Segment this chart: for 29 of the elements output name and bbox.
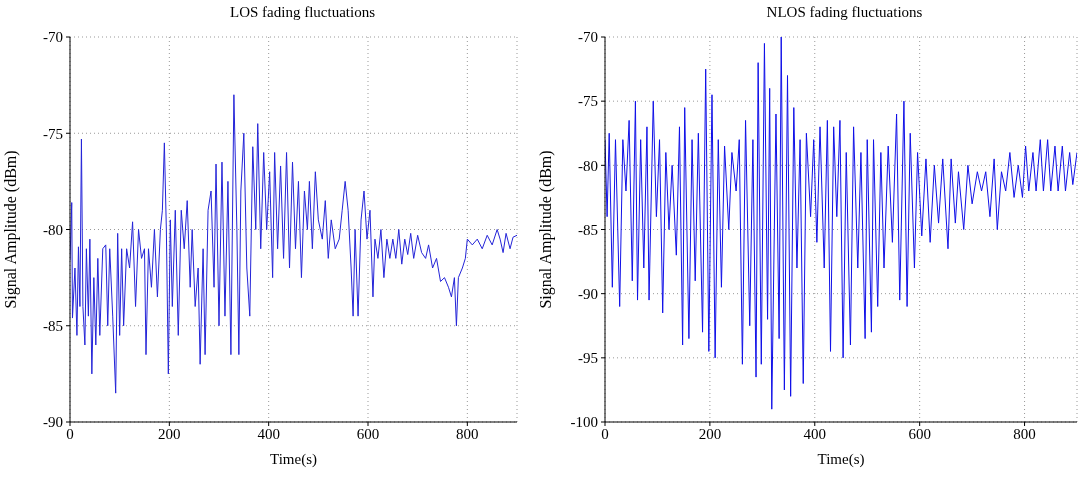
y-tick-label: -90 [578,285,598,302]
y-tick-label: -85 [578,221,598,238]
y-tick-label: -75 [43,125,63,142]
x-tick-label: 200 [698,425,722,442]
y-tick-label: -80 [578,157,598,174]
y-tick-label: -75 [578,93,598,110]
x-tick-label: 600 [908,425,931,442]
y-tick-label: -85 [43,318,63,335]
x-axis-title: Time(s) [270,451,317,468]
x-tick-label: 0 [66,425,74,442]
y-tick-label: -70 [578,29,598,46]
x-tick-label: 200 [158,425,181,442]
x-tick-label: 0 [601,425,609,442]
line-series [70,94,517,394]
y-tick-label: -80 [43,221,63,238]
x-tick-label: 800 [1013,425,1036,442]
x-axis-title: Time(s) [817,451,865,468]
y-tick-label: -90 [43,414,63,431]
x-tick-label: 400 [803,425,827,442]
y-tick-label: -95 [578,350,598,367]
x-tick-label: 400 [257,425,280,442]
y-tick-label: -70 [43,29,63,46]
x-tick-label: 600 [356,425,380,442]
chart-title: LOS fading fluctuations [229,4,376,21]
chart-title: NLOS fading fluctuations [765,4,924,21]
y-axis-title: Signal Amplitude (dBm) [1,150,20,309]
x-tick-label: 800 [456,425,479,442]
y-tick-label: -100 [570,414,598,431]
y-axis-title: Signal Amplitude (dBm) [536,150,555,309]
